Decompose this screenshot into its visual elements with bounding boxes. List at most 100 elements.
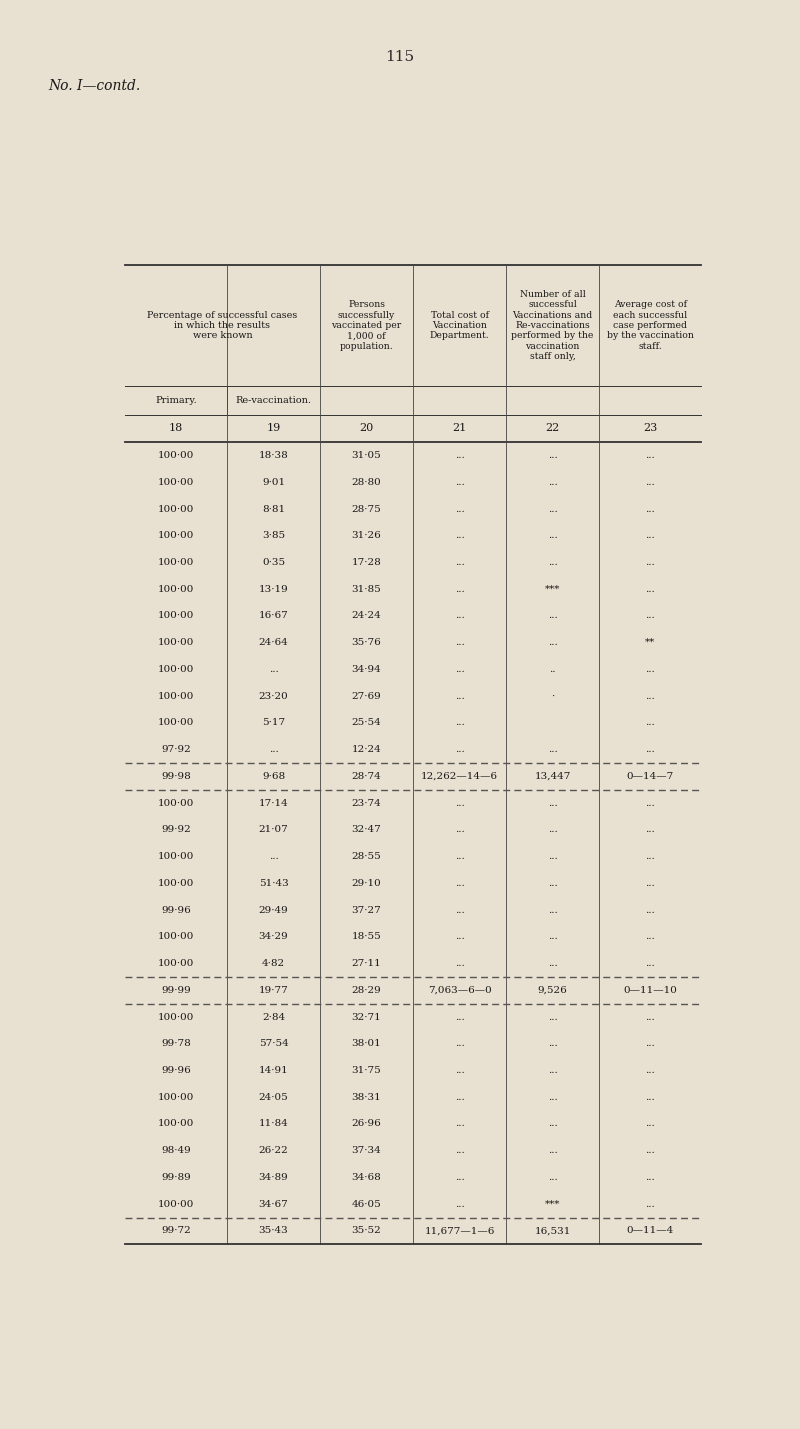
Text: ..: ..	[550, 664, 556, 674]
Text: 99·96: 99·96	[161, 1066, 191, 1075]
Text: 99·89: 99·89	[161, 1173, 191, 1182]
Text: 99·92: 99·92	[161, 826, 191, 835]
Text: 37·27: 37·27	[352, 906, 382, 915]
Text: 100·00: 100·00	[158, 852, 194, 862]
Text: ·: ·	[551, 692, 554, 700]
Text: ...: ...	[548, 959, 558, 967]
Text: 28·75: 28·75	[352, 504, 382, 513]
Text: 18·38: 18·38	[258, 452, 289, 460]
Text: 29·49: 29·49	[258, 906, 289, 915]
Text: 28·29: 28·29	[352, 986, 382, 995]
Text: 34·29: 34·29	[258, 932, 289, 942]
Text: 8·81: 8·81	[262, 504, 285, 513]
Text: 35·43: 35·43	[258, 1226, 289, 1236]
Text: ...: ...	[269, 664, 278, 674]
Text: ...: ...	[548, 1039, 558, 1049]
Text: 38·31: 38·31	[352, 1093, 382, 1102]
Text: Percentage of successful cases
in which the results
were known: Percentage of successful cases in which …	[147, 310, 298, 340]
Text: ...: ...	[454, 852, 465, 862]
Text: 100·00: 100·00	[158, 452, 194, 460]
Text: 100·00: 100·00	[158, 584, 194, 593]
Text: ...: ...	[646, 612, 655, 620]
Text: ...: ...	[454, 584, 465, 593]
Text: 100·00: 100·00	[158, 477, 194, 487]
Text: ...: ...	[646, 1146, 655, 1155]
Text: 98·49: 98·49	[161, 1146, 191, 1155]
Text: 5·17: 5·17	[262, 719, 285, 727]
Text: ...: ...	[454, 1146, 465, 1155]
Text: 0—11—4: 0—11—4	[626, 1226, 674, 1236]
Text: ***: ***	[545, 1200, 560, 1209]
Text: 38·01: 38·01	[352, 1039, 382, 1049]
Text: ...: ...	[548, 745, 558, 755]
Text: 32·71: 32·71	[352, 1013, 382, 1022]
Text: 23: 23	[643, 423, 658, 433]
Text: 34·68: 34·68	[352, 1173, 382, 1182]
Text: 3·85: 3·85	[262, 532, 285, 540]
Text: ...: ...	[646, 1200, 655, 1209]
Text: 100·00: 100·00	[158, 504, 194, 513]
Text: 4·82: 4·82	[262, 959, 285, 967]
Text: Persons
successfully
vaccinated per
1,000 of
population.: Persons successfully vaccinated per 1,00…	[331, 300, 402, 352]
Text: 34·89: 34·89	[258, 1173, 289, 1182]
Text: 13,447: 13,447	[534, 772, 570, 780]
Text: ...: ...	[548, 452, 558, 460]
Text: 99·98: 99·98	[161, 772, 191, 780]
Text: 31·85: 31·85	[352, 584, 382, 593]
Text: 97·92: 97·92	[161, 745, 191, 755]
Text: 31·75: 31·75	[352, 1066, 382, 1075]
Text: 26·96: 26·96	[352, 1119, 382, 1129]
Text: 22: 22	[546, 423, 560, 433]
Text: ...: ...	[646, 452, 655, 460]
Text: 100·00: 100·00	[158, 1200, 194, 1209]
Text: ...: ...	[454, 1066, 465, 1075]
Text: ...: ...	[454, 1200, 465, 1209]
Text: 27·69: 27·69	[352, 692, 382, 700]
Text: ...: ...	[646, 477, 655, 487]
Text: ...: ...	[548, 532, 558, 540]
Text: ...: ...	[548, 612, 558, 620]
Text: 31·26: 31·26	[352, 532, 382, 540]
Text: 12,262—14—6: 12,262—14—6	[421, 772, 498, 780]
Text: ...: ...	[454, 879, 465, 887]
Text: ...: ...	[646, 1066, 655, 1075]
Text: 0·35: 0·35	[262, 557, 285, 567]
Text: Average cost of
each successful
case performed
by the vaccination
staff.: Average cost of each successful case per…	[607, 300, 694, 352]
Text: 0—14—7: 0—14—7	[626, 772, 674, 780]
Text: 17·28: 17·28	[352, 557, 382, 567]
Text: 29·10: 29·10	[352, 879, 382, 887]
Text: ...: ...	[454, 477, 465, 487]
Text: ...: ...	[646, 1093, 655, 1102]
Text: 100·00: 100·00	[158, 879, 194, 887]
Text: 99·96: 99·96	[161, 906, 191, 915]
Text: ...: ...	[646, 1119, 655, 1129]
Text: 28·74: 28·74	[352, 772, 382, 780]
Text: 18·55: 18·55	[352, 932, 382, 942]
Text: ...: ...	[454, 1119, 465, 1129]
Text: ...: ...	[548, 852, 558, 862]
Text: ...: ...	[454, 1013, 465, 1022]
Text: ...: ...	[646, 906, 655, 915]
Text: 31·05: 31·05	[352, 452, 382, 460]
Text: 100·00: 100·00	[158, 639, 194, 647]
Text: ...: ...	[548, 799, 558, 807]
Text: ...: ...	[646, 932, 655, 942]
Text: 99·78: 99·78	[161, 1039, 191, 1049]
Text: 20: 20	[359, 423, 374, 433]
Text: ...: ...	[454, 1173, 465, 1182]
Text: ...: ...	[454, 1039, 465, 1049]
Text: 32·47: 32·47	[352, 826, 382, 835]
Text: ...: ...	[548, 1146, 558, 1155]
Text: 2·84: 2·84	[262, 1013, 285, 1022]
Text: ...: ...	[454, 639, 465, 647]
Text: ...: ...	[646, 557, 655, 567]
Text: 21: 21	[453, 423, 466, 433]
Text: ...: ...	[548, 639, 558, 647]
Text: 100·00: 100·00	[158, 612, 194, 620]
Text: ...: ...	[548, 504, 558, 513]
Text: 24·64: 24·64	[258, 639, 289, 647]
Text: 100·00: 100·00	[158, 719, 194, 727]
Text: ...: ...	[454, 557, 465, 567]
Text: 46·05: 46·05	[352, 1200, 382, 1209]
Text: ...: ...	[548, 1013, 558, 1022]
